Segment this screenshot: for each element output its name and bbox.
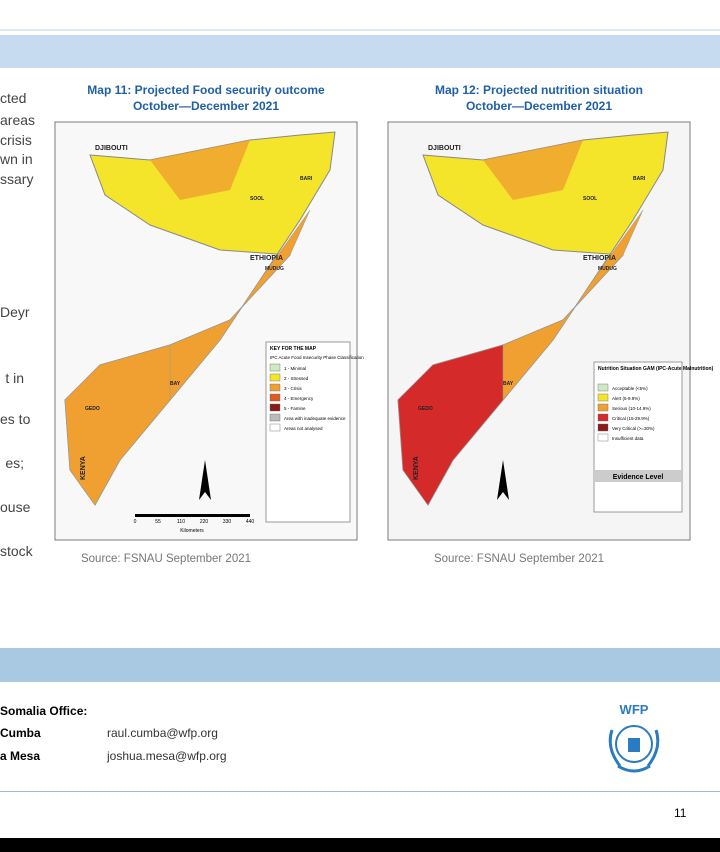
- legend-swatch: [597, 433, 609, 442]
- legend-item: 1 - Minimal: [284, 366, 306, 371]
- scale-label: 330: [223, 519, 232, 525]
- legend-swatch: [269, 383, 281, 392]
- place-label: ETHIOPIA: [250, 255, 283, 262]
- place-label: ETHIOPIA: [583, 255, 616, 262]
- contact-name: Cumba: [0, 726, 41, 740]
- place-label: DJIBOUTI: [428, 145, 461, 152]
- contact-name: a Mesa: [0, 749, 41, 763]
- contact-email[interactable]: raul.cumba@wfp.org: [107, 726, 218, 740]
- top-rule: [0, 29, 720, 31]
- region-shading: [150, 140, 250, 200]
- evidence-title: Evidence Level: [613, 474, 664, 481]
- legend-box: [593, 361, 683, 513]
- scale-unit: Kilometers: [180, 528, 204, 534]
- legend-swatch: [597, 413, 609, 422]
- office: Somalia Office:: [0, 704, 88, 718]
- map-title: October—December 2021: [133, 99, 279, 113]
- region-shading: [64, 344, 171, 506]
- logo-text: WFP: [620, 702, 649, 717]
- place-label: KENYA: [413, 456, 420, 480]
- legend-item: 4 - Emergency: [284, 396, 314, 401]
- logo-globe: [615, 725, 653, 763]
- region-shading: [397, 344, 504, 506]
- place-label: BAY: [170, 381, 181, 387]
- legend-item: Serious (10-14.9%): [612, 406, 651, 411]
- place-label: MUDUG: [265, 266, 284, 272]
- legend-item: Insufficient data: [612, 436, 644, 441]
- legend-swatch: [597, 393, 609, 402]
- place-label: BARI: [633, 176, 646, 182]
- map-source: Source: FSNAU September 2021: [81, 553, 251, 565]
- legend-swatch: [597, 383, 609, 392]
- legend-item: Very Critical (>=30%): [612, 426, 655, 431]
- place-label: SOOL: [583, 196, 597, 202]
- legend-item: Areas not analysed: [284, 426, 323, 431]
- legend-swatch: [269, 373, 281, 382]
- footer-band: [0, 648, 720, 682]
- contact-email[interactable]: joshua.mesa@wfp.org: [107, 749, 227, 763]
- legend-item: 2 - Stressed: [284, 376, 309, 381]
- place-label: KENYA: [80, 456, 87, 480]
- page-number: 11: [674, 806, 687, 820]
- map-title: Map 12: Projected nutrition situation: [435, 83, 643, 97]
- place-label: GEDO: [418, 406, 433, 412]
- wfp-logo: WFP: [608, 702, 660, 773]
- scale-label: 220: [200, 519, 209, 525]
- place-label: DJIBOUTI: [95, 145, 128, 152]
- north-arrow: [199, 460, 211, 500]
- legend-box: [265, 341, 351, 523]
- legend-item: Acceptable (<5%): [612, 386, 648, 391]
- legend-swatch: [269, 393, 281, 402]
- header-band: [0, 35, 720, 68]
- region-shading: [483, 140, 583, 200]
- legend-swatch: [269, 423, 281, 432]
- body-text: t in: [5, 370, 24, 386]
- legend-item: Alert (5-9.9%): [612, 396, 640, 401]
- body-text: es;: [5, 455, 24, 471]
- legend-title: Nutrition Situation GAM (IPC-Acute Malnu…: [598, 366, 714, 372]
- place-label: BAY: [503, 381, 514, 387]
- legend-title: KEY FOR THE MAP: [270, 346, 317, 352]
- scale-bar: [135, 514, 250, 517]
- map-source: Source: FSNAU September 2021: [434, 553, 604, 565]
- scale-label: 55: [155, 519, 161, 525]
- body-text: cted: [0, 90, 27, 106]
- legend-subtitle: IPC Acute Food Insecurity Phase Classifi…: [270, 355, 364, 360]
- legend-swatch: [269, 363, 281, 372]
- legend-swatch: [597, 423, 609, 432]
- place-label: GEDO: [85, 406, 100, 412]
- footer-rule: [0, 791, 720, 792]
- legend-item: 5 - Famine: [284, 406, 306, 411]
- legend-swatch: [597, 403, 609, 412]
- place-label: SOOL: [250, 196, 264, 202]
- bottom-bar: [0, 838, 720, 852]
- body-text: es to: [0, 411, 31, 427]
- place-label: BARI: [300, 176, 313, 182]
- map-title: October—December 2021: [466, 99, 612, 113]
- legend-item: 3 - Crisis: [284, 386, 302, 391]
- evidence-box: [594, 470, 682, 482]
- legend-swatch: [269, 413, 281, 422]
- logo-hand: [628, 738, 640, 752]
- scale-label: 440: [246, 519, 255, 525]
- body-text: crisis: [0, 132, 32, 148]
- scale-label: 110: [177, 519, 185, 525]
- body-text: ouse: [0, 499, 31, 515]
- legend-swatch: [269, 403, 281, 412]
- body-text: Deyr: [0, 304, 30, 320]
- legend-item: Critical (15-29.9%): [612, 416, 650, 421]
- north-arrow: [497, 460, 509, 500]
- place-label: MUDUG: [598, 266, 617, 272]
- scale-label: 0: [134, 519, 137, 525]
- maps: Map 11: Projected Food security outcome O…: [54, 83, 714, 565]
- map-title: Map 11: Projected Food security outcome: [87, 83, 325, 97]
- logo-wreath: [608, 729, 660, 773]
- legend-item: Area with inadequate evidence: [284, 416, 346, 421]
